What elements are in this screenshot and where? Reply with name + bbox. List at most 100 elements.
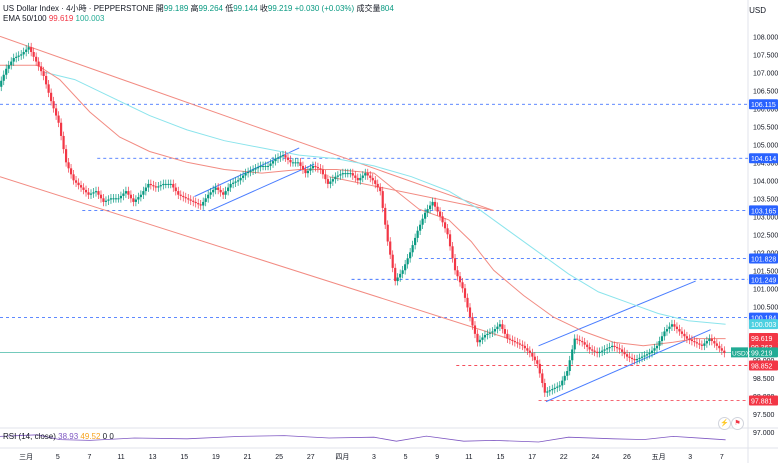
candle-body (538, 363, 541, 374)
flag-icon[interactable]: ⚑ (731, 417, 744, 430)
candle-body (84, 189, 88, 193)
candle-body (256, 167, 260, 169)
candle-body (147, 183, 150, 188)
candle-body (94, 191, 98, 193)
candle-body (446, 228, 449, 235)
candle-body (518, 343, 521, 345)
candle-body (586, 344, 589, 348)
candle-body (162, 183, 165, 186)
close-value: 99.219 (267, 4, 293, 13)
low-value: 99.144 (233, 4, 258, 13)
candle-body (451, 246, 454, 259)
candle-body (159, 185, 162, 187)
candle-body (239, 177, 242, 181)
candle-body (416, 230, 419, 238)
candle-body (541, 373, 544, 384)
candle-body (189, 199, 192, 201)
flash-icon[interactable]: ⚡ (718, 417, 731, 430)
candle-body (536, 360, 539, 364)
ema-slow-line (44, 71, 726, 325)
candle-body (167, 183, 170, 185)
candle-body (366, 173, 369, 176)
candle-body (99, 194, 103, 199)
candle-body (5, 68, 8, 75)
candle-body (264, 165, 267, 167)
x-tick-label: 3 (372, 454, 376, 461)
candle-body (478, 339, 482, 343)
candle-body (411, 245, 414, 253)
candle-body (0, 80, 3, 87)
candle-body (668, 326, 671, 330)
price-label: 106.115 (751, 102, 776, 109)
candle-body (526, 348, 529, 351)
candle-body (299, 162, 302, 166)
symbol-title[interactable]: US Dollar Index · 4小時 · PEPPERSTONE (3, 4, 154, 13)
candle-body (314, 165, 317, 168)
candle-body (276, 157, 280, 159)
currency-label[interactable]: USD (749, 6, 766, 15)
ema-legend[interactable]: EMA 50/100 99.619 100.003 (3, 14, 104, 23)
trendline (0, 176, 509, 340)
rsi-legend[interactable]: RSI (14, close) 38.93 49.52 0 0 (3, 432, 114, 441)
candle-body (271, 161, 275, 164)
candle-body (625, 354, 629, 357)
candle-body (229, 183, 232, 188)
candle-body (339, 174, 342, 176)
x-tick-label: 四月 (335, 453, 349, 461)
y-tick-label: 102.500 (753, 232, 778, 239)
candle-body (581, 341, 584, 343)
candle-body (182, 195, 185, 198)
price-label-bg (749, 395, 778, 406)
candle-body (319, 168, 322, 170)
trendline (209, 163, 315, 212)
rsi-line (0, 434, 726, 443)
candle-body (341, 173, 344, 175)
high-label: 高 (190, 4, 199, 13)
candle-body (620, 349, 624, 352)
price-label: 101.828 (751, 256, 776, 263)
x-tick-label: 15 (180, 454, 188, 461)
price-label: 99.219 (751, 350, 773, 357)
candle-body (653, 348, 656, 351)
candle-body (281, 155, 285, 157)
candle-body (204, 198, 207, 202)
candle-body (316, 167, 319, 169)
ema-slow-value: 100.003 (75, 14, 105, 23)
symbol-tag-bg (731, 347, 748, 358)
price-label-bg (749, 205, 778, 216)
candle-body (361, 175, 364, 178)
x-tick-label: 11 (465, 454, 472, 461)
candle-body (214, 187, 217, 190)
price-label-bg (749, 253, 778, 264)
candle-body (391, 254, 394, 268)
candle-body (331, 179, 334, 182)
candle-body (164, 183, 167, 185)
candle-body (356, 177, 359, 181)
candle-body (386, 224, 389, 242)
x-tick-label: 26 (623, 454, 631, 461)
candle-body (50, 92, 53, 102)
candle-body (566, 371, 569, 376)
candle-body (242, 175, 245, 178)
y-tick-label: 104.000 (753, 178, 778, 185)
candle-body (381, 191, 384, 208)
candle-body (429, 205, 432, 210)
y-tick-label: 106.000 (753, 106, 778, 113)
candle-body (483, 335, 487, 338)
candle-body (463, 288, 467, 298)
trendline (329, 176, 494, 212)
candle-body (663, 331, 666, 337)
candle-body (374, 180, 377, 184)
candle-body (720, 348, 723, 351)
candle-body (563, 375, 566, 381)
candle-body (401, 270, 404, 274)
x-tick-label: 3 (688, 454, 692, 461)
open-label: 開 (155, 4, 164, 13)
candle-body (254, 168, 257, 170)
candle-body (112, 198, 115, 200)
candle-body (670, 324, 674, 327)
candle-body (635, 359, 639, 361)
candle-body (184, 197, 187, 199)
candle-body (596, 351, 599, 354)
